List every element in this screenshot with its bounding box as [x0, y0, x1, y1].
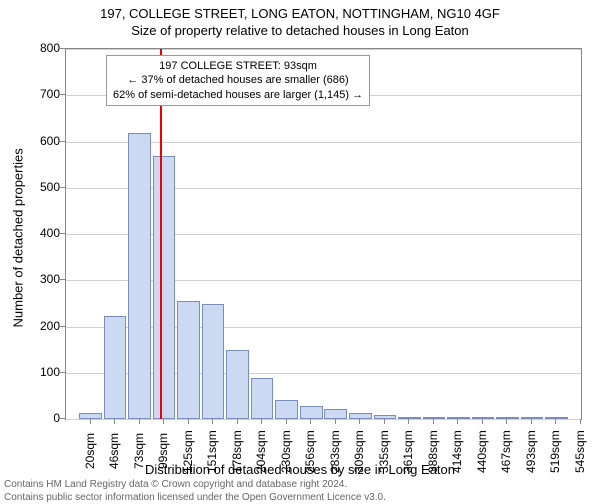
y-tick-label: 400 — [30, 226, 60, 240]
x-tick-mark — [408, 419, 409, 424]
x-tick-mark — [506, 419, 507, 424]
x-tick-mark — [188, 419, 189, 424]
histogram-bar — [324, 409, 347, 419]
x-tick-mark — [114, 419, 115, 424]
histogram-bar — [226, 350, 249, 419]
x-tick-mark — [310, 419, 311, 424]
histogram-bar — [153, 156, 176, 419]
histogram-bar — [300, 406, 323, 419]
gridline — [66, 419, 581, 420]
y-tick-label: 500 — [30, 180, 60, 194]
chart-title-address: 197, COLLEGE STREET, LONG EATON, NOTTING… — [0, 0, 600, 21]
x-tick-mark — [90, 419, 91, 424]
footer-line1: Contains HM Land Registry data © Crown c… — [4, 478, 386, 491]
annotation-line2: ← 37% of detached houses are smaller (68… — [113, 73, 363, 87]
chart-title-desc: Size of property relative to detached ho… — [0, 21, 600, 42]
x-tick-mark — [457, 419, 458, 424]
x-tick-mark — [237, 419, 238, 424]
y-tick-label: 700 — [30, 87, 60, 101]
x-tick-mark — [433, 419, 434, 424]
x-tick-mark — [335, 419, 336, 424]
x-tick-mark — [163, 419, 164, 424]
y-tick-label: 0 — [30, 411, 60, 425]
x-axis-label: Distribution of detached houses by size … — [0, 462, 600, 477]
x-tick-mark — [531, 419, 532, 424]
plot-area: 197 COLLEGE STREET: 93sqm ← 37% of detac… — [65, 48, 582, 420]
annotation-line1: 197 COLLEGE STREET: 93sqm — [113, 59, 363, 73]
annotation-line3: 62% of semi-detached houses are larger (… — [113, 88, 363, 102]
x-tick-mark — [139, 419, 140, 424]
x-tick-mark — [359, 419, 360, 424]
histogram-bar — [177, 301, 200, 419]
chart-container: 197, COLLEGE STREET, LONG EATON, NOTTING… — [0, 0, 600, 500]
x-tick-mark — [384, 419, 385, 424]
footer-attribution: Contains HM Land Registry data © Crown c… — [4, 478, 386, 504]
x-tick-mark — [212, 419, 213, 424]
histogram-bar — [202, 304, 225, 419]
histogram-bar — [104, 316, 127, 419]
y-tick-label: 600 — [30, 134, 60, 148]
footer-line2: Contains public sector information licen… — [4, 491, 386, 504]
y-tick-label: 200 — [30, 319, 60, 333]
x-tick-mark — [261, 419, 262, 424]
y-axis-label: Number of detached properties — [11, 148, 26, 327]
y-tick-label: 300 — [30, 272, 60, 286]
x-tick-mark — [482, 419, 483, 424]
x-tick-mark — [286, 419, 287, 424]
x-tick-mark — [555, 419, 556, 424]
histogram-bar — [275, 400, 298, 419]
y-tick-label: 100 — [30, 365, 60, 379]
y-tick-label: 800 — [30, 41, 60, 55]
histogram-bar — [128, 133, 151, 419]
histogram-bar — [251, 378, 274, 419]
gridline — [66, 49, 581, 50]
annotation-box: 197 COLLEGE STREET: 93sqm ← 37% of detac… — [106, 55, 370, 106]
x-tick-mark — [580, 419, 581, 424]
